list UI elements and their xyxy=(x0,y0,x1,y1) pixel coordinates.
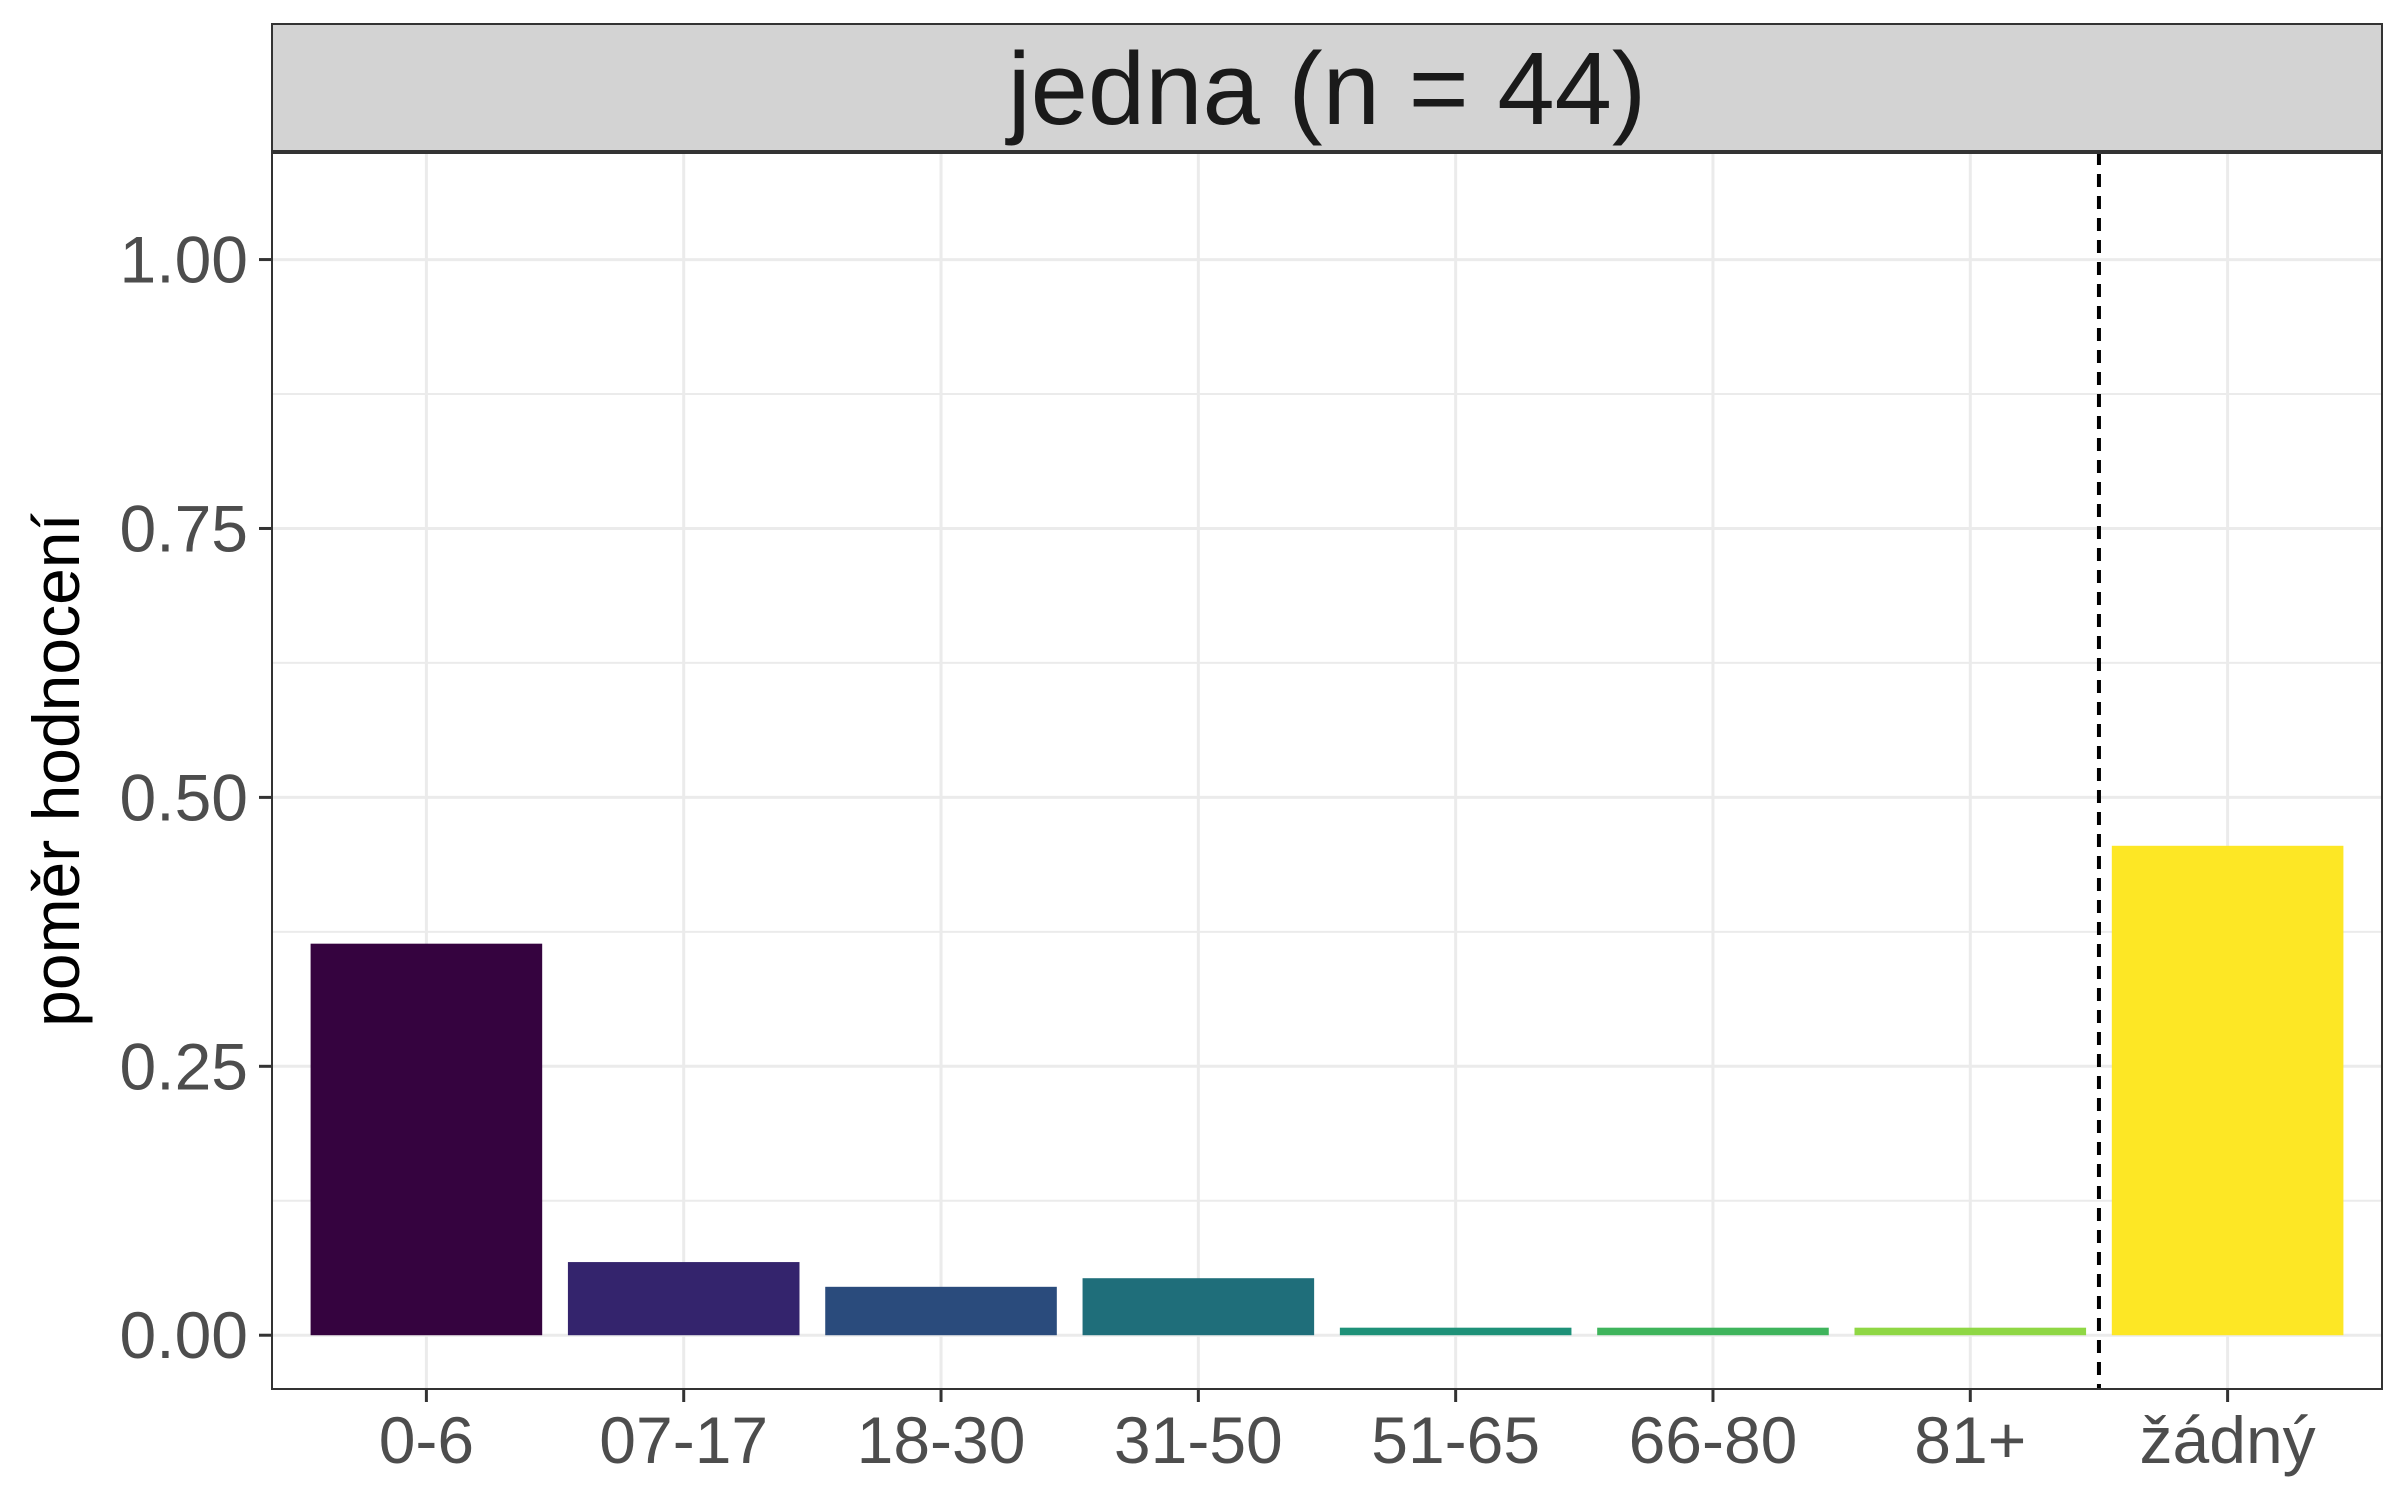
bar-66-80 xyxy=(1597,1327,1829,1336)
x-tick-label: 07-17 xyxy=(599,1403,768,1477)
y-axis-title: poměr hodnocení xyxy=(19,512,93,1026)
bar-0-6 xyxy=(310,943,543,1336)
x-axis: 0-6 07-17 18-30 31-50 51-65 66-80 81+ žádný xyxy=(379,1389,2316,1477)
gridlines xyxy=(272,152,2382,1389)
facet-strip-title: jedna (n = 44) xyxy=(1005,31,1646,146)
bar-18-30 xyxy=(825,1286,1057,1336)
facet-strip-background xyxy=(271,23,2383,153)
x-tick-label: 66-80 xyxy=(1629,1403,1798,1477)
y-axis: 0.00 0.25 0.50 0.75 1.00 xyxy=(120,223,272,1372)
y-tick-label: 1.00 xyxy=(120,223,248,297)
bars xyxy=(310,845,2344,1336)
x-tick-label: 31-50 xyxy=(1114,1403,1283,1477)
y-tick-label: 0.50 xyxy=(120,760,248,834)
facet-strip: jedna (n = 44) xyxy=(271,23,2383,153)
y-tick-label: 0.00 xyxy=(120,1298,248,1372)
x-tick-label: 51-65 xyxy=(1371,1403,1540,1477)
bar-81+ xyxy=(1854,1327,2087,1336)
bar-51-65 xyxy=(1339,1327,1572,1336)
x-tick-label: 0-6 xyxy=(379,1403,474,1477)
x-tick-label: 81+ xyxy=(1914,1403,2026,1477)
y-tick-label: 0.25 xyxy=(120,1029,248,1103)
bar-žádný xyxy=(2111,845,2344,1336)
x-tick-label: žádný xyxy=(2140,1403,2316,1477)
bar-31-50 xyxy=(1082,1278,1315,1336)
bar-07-17 xyxy=(567,1262,800,1336)
plot-panel xyxy=(272,152,2382,1389)
y-tick-label: 0.75 xyxy=(120,491,248,565)
x-tick-label: 18-30 xyxy=(857,1403,1026,1477)
